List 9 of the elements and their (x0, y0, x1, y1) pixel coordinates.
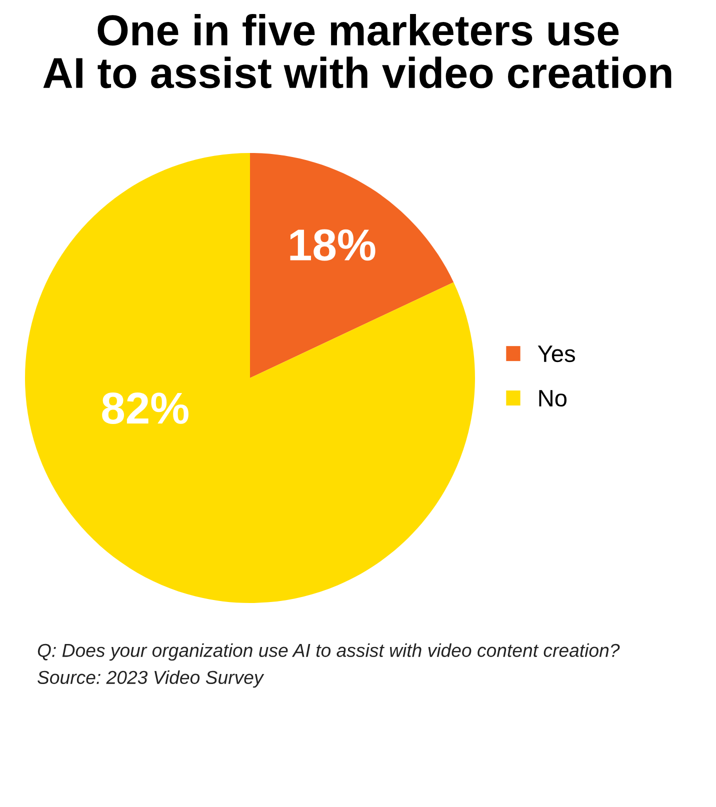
legend-label: No (539, 390, 567, 407)
source-note: Source: 2023 Video Survey (38, 670, 264, 688)
pie-slice (25, 153, 475, 603)
text: Q: Does your organization use AI to assist with video content creation? (38, 643, 620, 661)
data-label: 82% (102, 392, 188, 424)
chart-title: One in five marketers use AI to assist with video creation (43, 14, 672, 88)
legend-label: Yes (538, 346, 575, 362)
pie-slice (250, 153, 454, 378)
data-label: 18% (290, 229, 376, 261)
